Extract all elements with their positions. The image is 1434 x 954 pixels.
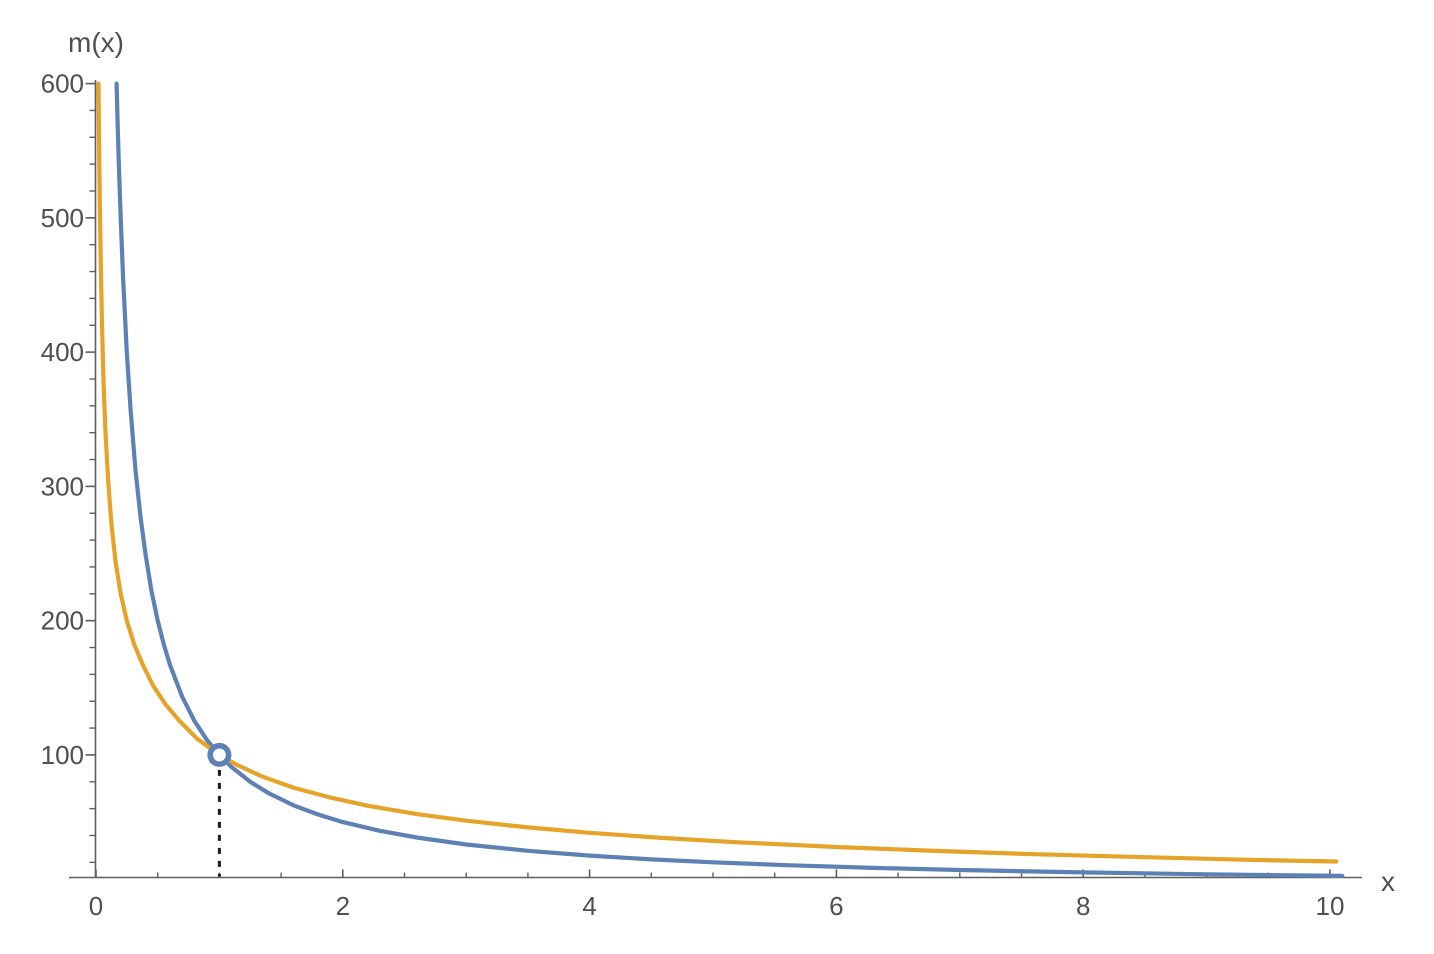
curve-shallow-curve-orange (96, 81, 1339, 864)
curve-steep-hyperbola-blue (114, 81, 1345, 878)
x-axis-title: x (1381, 866, 1395, 897)
x-tick-label: 6 (829, 891, 843, 921)
x-tick-label: 2 (336, 891, 350, 921)
y-tick-label: 600 (41, 69, 84, 99)
y-tick-label: 100 (41, 740, 84, 770)
y-tick-label: 200 (41, 606, 84, 636)
x-tick-label: 10 (1316, 891, 1345, 921)
y-tick-label: 500 (41, 203, 84, 233)
y-tick-label: 300 (41, 471, 84, 501)
x-tick-label: 0 (89, 891, 103, 921)
x-tick-label: 8 (1076, 891, 1090, 921)
x-tick-label: 4 (582, 891, 596, 921)
y-axis-title: m(x) (68, 27, 124, 58)
y-tick-label: 400 (41, 337, 84, 367)
intersection-marker (207, 742, 232, 767)
